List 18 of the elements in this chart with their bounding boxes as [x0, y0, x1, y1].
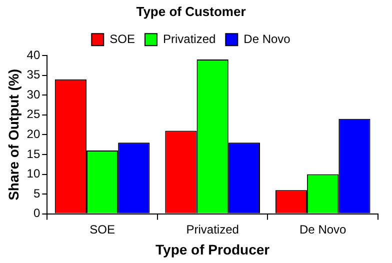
- legend-title: Type of Customer: [136, 4, 246, 20]
- y-tick-label: 30: [26, 87, 40, 102]
- x-tick-label: Privatized: [186, 222, 239, 236]
- y-tick-label: 5: [33, 186, 40, 200]
- x-tick-label: De Novo: [300, 222, 347, 236]
- legend-label: Privatized: [162, 32, 216, 46]
- y-tick-label: 35: [26, 68, 40, 82]
- y-tick-label: 0: [33, 206, 40, 220]
- y-tick-label: 15: [26, 146, 40, 161]
- y-tick-label: 25: [26, 107, 40, 122]
- y-axis-title: Share of Output (%): [5, 68, 22, 200]
- legend-label: De Novo: [244, 32, 291, 46]
- y-tick-label: 20: [26, 127, 40, 142]
- y-tick-label: 10: [26, 166, 40, 181]
- x-axis-title: Type of Producer: [156, 241, 270, 258]
- y-tick-label: 40: [26, 48, 40, 62]
- legend-label: SOE: [110, 32, 135, 46]
- x-tick-label: SOE: [90, 222, 115, 236]
